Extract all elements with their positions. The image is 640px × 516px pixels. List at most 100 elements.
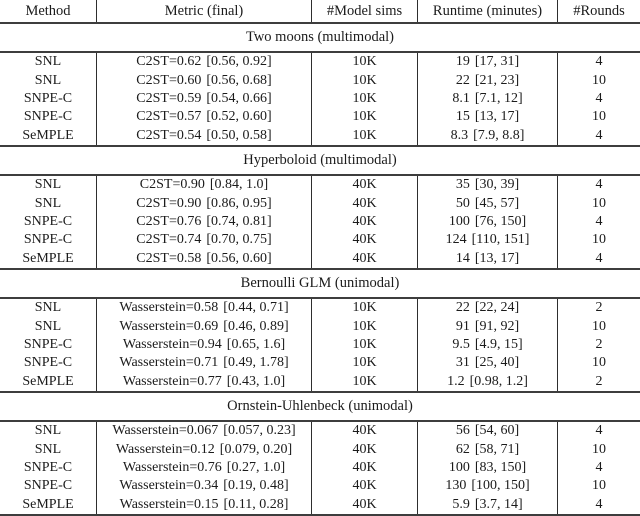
model-sims-cell: 40K (312, 458, 418, 478)
model-sims-cell: 10K (312, 108, 418, 127)
method-cell: SNL (0, 422, 97, 441)
rounds-value: 4 (595, 250, 603, 266)
method-cell: SNPE-C (0, 354, 97, 373)
section-rows: SNL C2ST= 0.62 [0.56, 0.92] 10K 19 [17, 31] 4 SN… (0, 53, 640, 146)
method-cell: SNPE-C (0, 89, 97, 109)
metric-name: C2ST= (136, 127, 177, 143)
model-sims-cell: 10K (312, 71, 418, 90)
table-row: SNPE-C Wasserstein= 0.76 [0.27, 1.0] 40K 100[… (0, 458, 640, 478)
metric-value: 0.58 (176, 250, 202, 266)
model-sims-value: 40K (352, 441, 377, 457)
metric-confidence-interval: [0.54, 0.66] (206, 91, 272, 107)
runtime-cell: 22 [21, 23] (418, 71, 558, 90)
rounds-cell: 10 (558, 477, 640, 495)
table-row: SNL Wasserstein= 0.58 [0.44, 0.71] 10K 22 [22,… (0, 299, 640, 318)
metric-cell: Wasserstein= 0.71 [0.49, 1.78] (97, 354, 312, 373)
metric-value: 0.15 (194, 496, 219, 512)
runtime-confidence-interval: [0.98, 1.2] (469, 373, 528, 389)
runtime-value: 31 (455, 355, 470, 371)
metric-value: 0.77 (197, 373, 222, 389)
rounds-cell: 4 (558, 459, 640, 477)
runtime-cell: 124 [110, 151] (418, 231, 558, 250)
metric-cell: C2ST= 0.59 [0.54, 0.66] (97, 89, 312, 109)
metric-name: C2ST= (136, 72, 177, 88)
table-row: SNL C2ST= 0.60 [0.56, 0.68] 10K 22 [21, 23] 10 (0, 71, 640, 90)
model-sims-value: 10K (352, 337, 377, 353)
method-label: SNPE-C (23, 91, 73, 107)
metric-value: 0.62 (176, 54, 202, 70)
runtime-value: 15 (455, 109, 470, 125)
method-cell: SeMPLE (0, 126, 97, 146)
rounds-cell: 4 (558, 127, 640, 145)
method-label: SNL (34, 54, 62, 70)
method-label: SNPE-C (23, 214, 73, 230)
model-sims-cell: 10K (312, 354, 418, 373)
metric-name: Wasserstein= (112, 423, 187, 439)
runtime-confidence-interval: [30, 39] (474, 177, 520, 193)
rounds-cell: 4 (558, 90, 640, 108)
metric-confidence-interval: [0.56, 0.92] (206, 54, 272, 70)
method-label: SeMPLE (22, 127, 74, 143)
model-sims-value: 40K (352, 232, 377, 248)
metric-name: Wasserstein= (122, 373, 198, 389)
metric-value: 0.76 (176, 214, 202, 230)
method-label: SNPE-C (23, 478, 73, 494)
table-row: SNPE-C C2ST= 0.57 [0.52, 0.60] 10K 15 [13, 17]… (0, 108, 640, 127)
section-title-rule (0, 51, 640, 53)
method-label: SNPE-C (23, 355, 73, 371)
metric-value: 0.067 (186, 423, 219, 439)
runtime-cell: 1.2 [0.98, 1.2] (418, 372, 558, 392)
table-row: SeMPLE C2ST= 0.58 [0.56, 0.60] 40K 14 [13, 17]… (0, 249, 640, 269)
model-sims-value: 10K (352, 109, 377, 125)
section-title: Bernoulli GLM (unimodal) (240, 275, 400, 291)
metric-confidence-interval: [0.86, 0.95] (206, 195, 272, 211)
metric-cell: C2ST= 0.60 [0.56, 0.68] (97, 71, 312, 90)
method-label: SNL (34, 318, 62, 334)
metric-confidence-interval: [0.49, 1.78] (223, 355, 289, 371)
model-sims-value: 10K (352, 72, 377, 88)
method-cell: SNPE-C (0, 231, 97, 250)
metric-confidence-interval: [0.56, 0.60] (206, 250, 272, 266)
runtime-cell: 100 [83, 150] (418, 458, 558, 478)
section-title: Ornstein-Uhlenbeck (unimodal) (227, 398, 413, 414)
runtime-cell: 19 [17, 31] (418, 53, 558, 72)
metric-confidence-interval: [0.50, 0.58] (206, 127, 272, 143)
method-cell: SNPE-C (0, 477, 97, 496)
model-sims-cell: 40K (312, 231, 418, 250)
rounds-value: 10 (592, 441, 606, 457)
runtime-confidence-interval: [54, 60] (474, 423, 520, 439)
table-header-row: Method Metric (final) #Model sims Runtim… (0, 0, 640, 22)
metric-value: 0.94 (197, 337, 222, 353)
runtime-confidence-interval: [76, 150] (474, 214, 527, 230)
method-cell: SNPE-C (0, 335, 97, 355)
metric-cell: C2ST= 0.76 [0.74, 0.81] (97, 212, 312, 232)
runtime-cell: 14 [13, 17] (418, 249, 558, 269)
metric-name: C2ST= (136, 91, 177, 107)
table-row: SNPE-C Wasserstein= 0.71 [0.49, 1.78] 10K 31 [… (0, 354, 640, 373)
metric-confidence-interval: [0.65, 1.6] (226, 337, 286, 353)
runtime-value: 124 (445, 232, 467, 248)
section-title-rule (0, 174, 640, 176)
runtime-cell: 130 [100, 150] (418, 477, 558, 496)
runtime-cell: 62 [58, 71] (418, 440, 558, 459)
runtime-confidence-interval: [22, 24] (474, 300, 520, 316)
metric-value: 0.58 (193, 300, 219, 316)
section-title-rule (0, 420, 640, 422)
model-sims-value: 10K (352, 127, 377, 143)
rounds-cell: 2 (558, 299, 640, 317)
section-rows: SNL C2ST= 0.90 [0.84, 1.0] 40K 35 [30, 39] 4 SNL… (0, 176, 640, 269)
metric-cell: Wasserstein= 0.77 [0.43, 1.0] (97, 372, 312, 392)
metric-cell: Wasserstein= 0.067 [0.057, 0.23] (97, 422, 312, 441)
model-sims-value: 10K (352, 54, 377, 70)
model-sims-value: 40K (352, 214, 377, 230)
section-title: Two moons (multimodal) (245, 29, 394, 45)
metric-value: 0.90 (180, 177, 205, 193)
metric-cell: Wasserstein= 0.58 [0.44, 0.71] (97, 299, 312, 318)
rounds-cell: 4 (558, 496, 640, 514)
runtime-confidence-interval: [7.1, 12] (474, 91, 523, 107)
method-label: SNL (34, 72, 62, 88)
model-sims-value: 10K (352, 355, 377, 371)
runtime-value: 1.2 (447, 373, 465, 389)
rounds-cell: 10 (558, 440, 640, 458)
metric-confidence-interval: [0.52, 0.60] (206, 109, 272, 125)
